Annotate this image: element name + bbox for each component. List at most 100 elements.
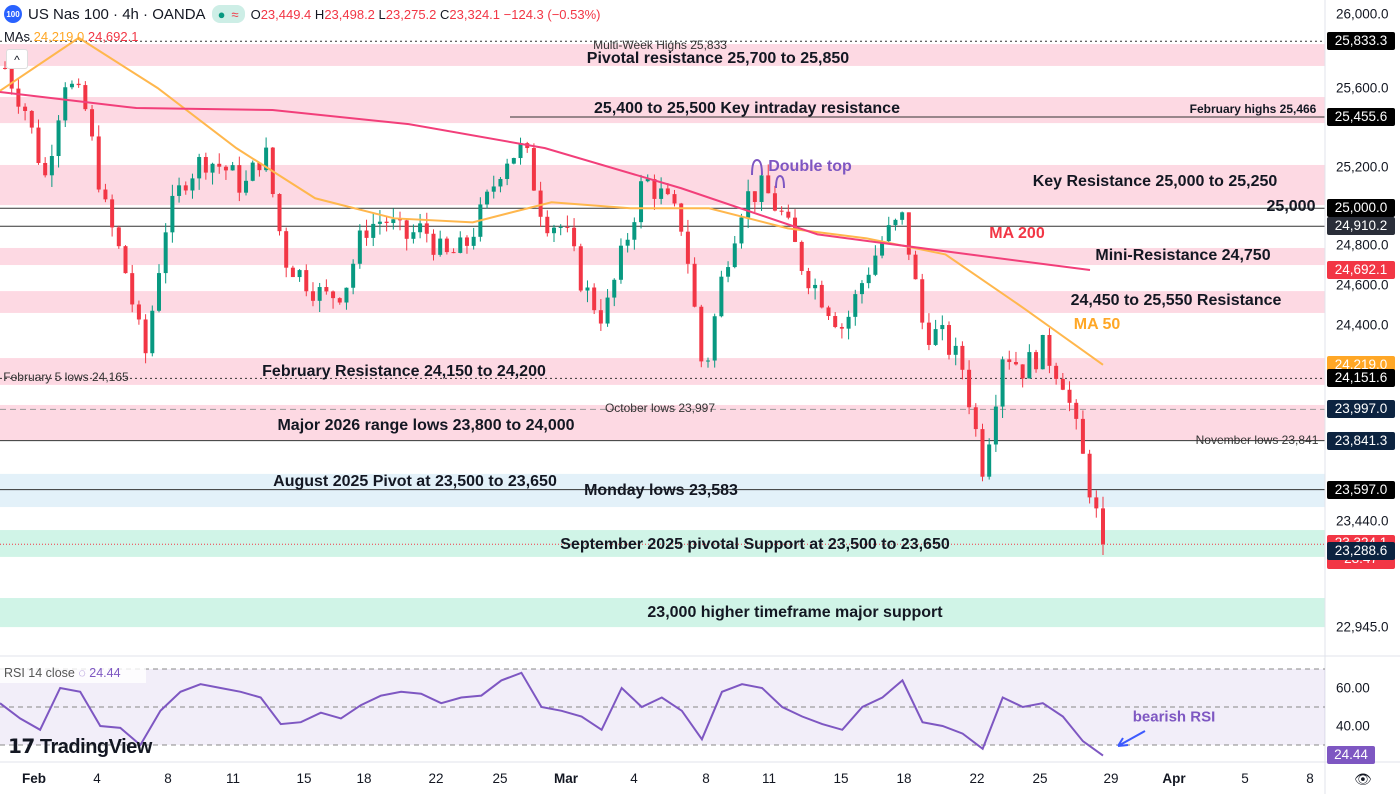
candle-body bbox=[1074, 402, 1079, 419]
candle-body bbox=[659, 188, 664, 199]
candle-body bbox=[170, 195, 175, 233]
time-tick: 15 bbox=[296, 771, 312, 786]
candle-body bbox=[438, 238, 443, 255]
candle-body bbox=[531, 148, 536, 191]
candle-body bbox=[625, 239, 630, 246]
zone-blue bbox=[0, 473, 1325, 508]
rsi-legend[interactable]: RSI 14 close ◌ 24.44 bbox=[0, 663, 146, 683]
candle-body bbox=[679, 203, 684, 232]
close-value: 23,324.1 bbox=[449, 6, 501, 22]
candle-body bbox=[123, 246, 128, 274]
candle-body bbox=[304, 270, 309, 292]
candle-body bbox=[217, 163, 222, 167]
candle-body bbox=[324, 287, 329, 292]
rsi-label: RSI 14 close bbox=[4, 666, 75, 680]
candle-body bbox=[244, 180, 249, 193]
candle-body bbox=[1047, 334, 1052, 366]
eye-settings-icon[interactable]: 👁 bbox=[1354, 771, 1372, 787]
candle-body bbox=[645, 179, 650, 182]
price-label: 24,692.1 bbox=[1327, 261, 1395, 280]
price-tick: 25,200.0 bbox=[1336, 159, 1389, 175]
price-label: 25,000.0 bbox=[1327, 199, 1395, 218]
candle-body bbox=[639, 181, 644, 223]
candle-body bbox=[993, 406, 998, 445]
candle-body bbox=[290, 267, 295, 278]
candle-body bbox=[806, 270, 811, 289]
candle-body bbox=[317, 287, 322, 301]
candle-body bbox=[618, 245, 623, 280]
annotation-24450-resistance: 24,450 to 25,550 Resistance bbox=[1070, 292, 1282, 309]
candle-body bbox=[886, 225, 891, 242]
candle-body bbox=[813, 284, 818, 289]
annotation-feb5-lows: February 5 lows 24,165 bbox=[3, 370, 129, 384]
candle-body bbox=[893, 219, 898, 226]
zone-pink bbox=[0, 404, 1325, 441]
time-tick: 15 bbox=[833, 771, 849, 786]
candle-body bbox=[705, 360, 710, 362]
candle-body bbox=[284, 231, 289, 268]
candle-body bbox=[592, 287, 597, 311]
candle-body bbox=[1040, 334, 1045, 370]
candle-body bbox=[377, 221, 382, 224]
price-label: 24,219.0 bbox=[1327, 355, 1395, 374]
candle-body bbox=[331, 291, 336, 299]
candle-body bbox=[1094, 497, 1099, 509]
candle-body bbox=[759, 175, 764, 202]
candle-body bbox=[712, 316, 717, 361]
candle-body bbox=[16, 88, 21, 107]
annotation-feb-resistance: February Resistance 24,150 to 24,200 bbox=[262, 363, 546, 380]
annotation-mini-resistance: Mini-Resistance 24,750 bbox=[1095, 247, 1271, 264]
candle-body bbox=[424, 223, 429, 234]
candle-body bbox=[130, 273, 135, 305]
annotation-august-pivot: August 2025 Pivot at 23,500 to 23,650 bbox=[273, 473, 557, 490]
candle-body bbox=[69, 83, 74, 88]
double-top-marker bbox=[751, 158, 785, 189]
candle-body bbox=[538, 190, 543, 217]
candle-body bbox=[518, 143, 523, 159]
candle-body bbox=[960, 345, 965, 370]
candle-body bbox=[264, 147, 269, 171]
tv-icon: 𝟭𝟳 bbox=[8, 736, 35, 758]
candle-body bbox=[96, 136, 101, 190]
annotation-23000-support: 23,000 higher timeframe major support bbox=[647, 604, 943, 621]
status-dot-icon: ● bbox=[217, 6, 226, 22]
zone-pink bbox=[0, 44, 1325, 66]
candle-body bbox=[110, 199, 115, 228]
candle-body bbox=[967, 369, 972, 408]
market-status-pill[interactable]: ● ≈ bbox=[211, 5, 245, 23]
candle-body bbox=[451, 252, 456, 254]
candle-body bbox=[1067, 389, 1072, 403]
candle-body bbox=[1027, 352, 1032, 379]
rsi-loading-icon: ◌ bbox=[78, 666, 86, 680]
low-label: L bbox=[378, 6, 386, 22]
price-tick: 24,800.0 bbox=[1336, 237, 1389, 253]
candle-body bbox=[552, 227, 556, 234]
candle-body bbox=[498, 178, 503, 187]
mas-label: MAs bbox=[4, 29, 30, 44]
candle-body bbox=[1000, 359, 1005, 407]
price-label: 23,841.3 bbox=[1327, 431, 1395, 450]
candle-body bbox=[726, 267, 731, 277]
rsi-line bbox=[0, 671, 1104, 757]
symbol-logo: 100 bbox=[4, 5, 22, 23]
candle-body bbox=[900, 212, 905, 220]
collapse-legend-button[interactable]: ^ bbox=[6, 49, 28, 69]
candle-body bbox=[913, 254, 918, 280]
symbol-title[interactable]: US Nas 100 · 4h · OANDA bbox=[28, 5, 206, 23]
candle-body bbox=[839, 326, 844, 329]
candle-body bbox=[933, 329, 938, 345]
candle-body bbox=[632, 222, 637, 240]
candle-body bbox=[746, 191, 751, 218]
candle-body bbox=[545, 216, 550, 234]
candle-body bbox=[156, 273, 161, 311]
candle-body bbox=[230, 165, 235, 171]
candle-body bbox=[652, 179, 657, 199]
ma-legend[interactable]: MAs 24,219.0 24,692.1 bbox=[4, 29, 138, 44]
candle-body bbox=[732, 243, 737, 268]
annotation-multi-week-highs: Multi-Week Highs 25,833 bbox=[593, 38, 727, 52]
candle-body bbox=[779, 210, 784, 212]
candle-body bbox=[766, 175, 771, 194]
candle-body bbox=[237, 165, 242, 193]
candle-body bbox=[612, 279, 617, 298]
